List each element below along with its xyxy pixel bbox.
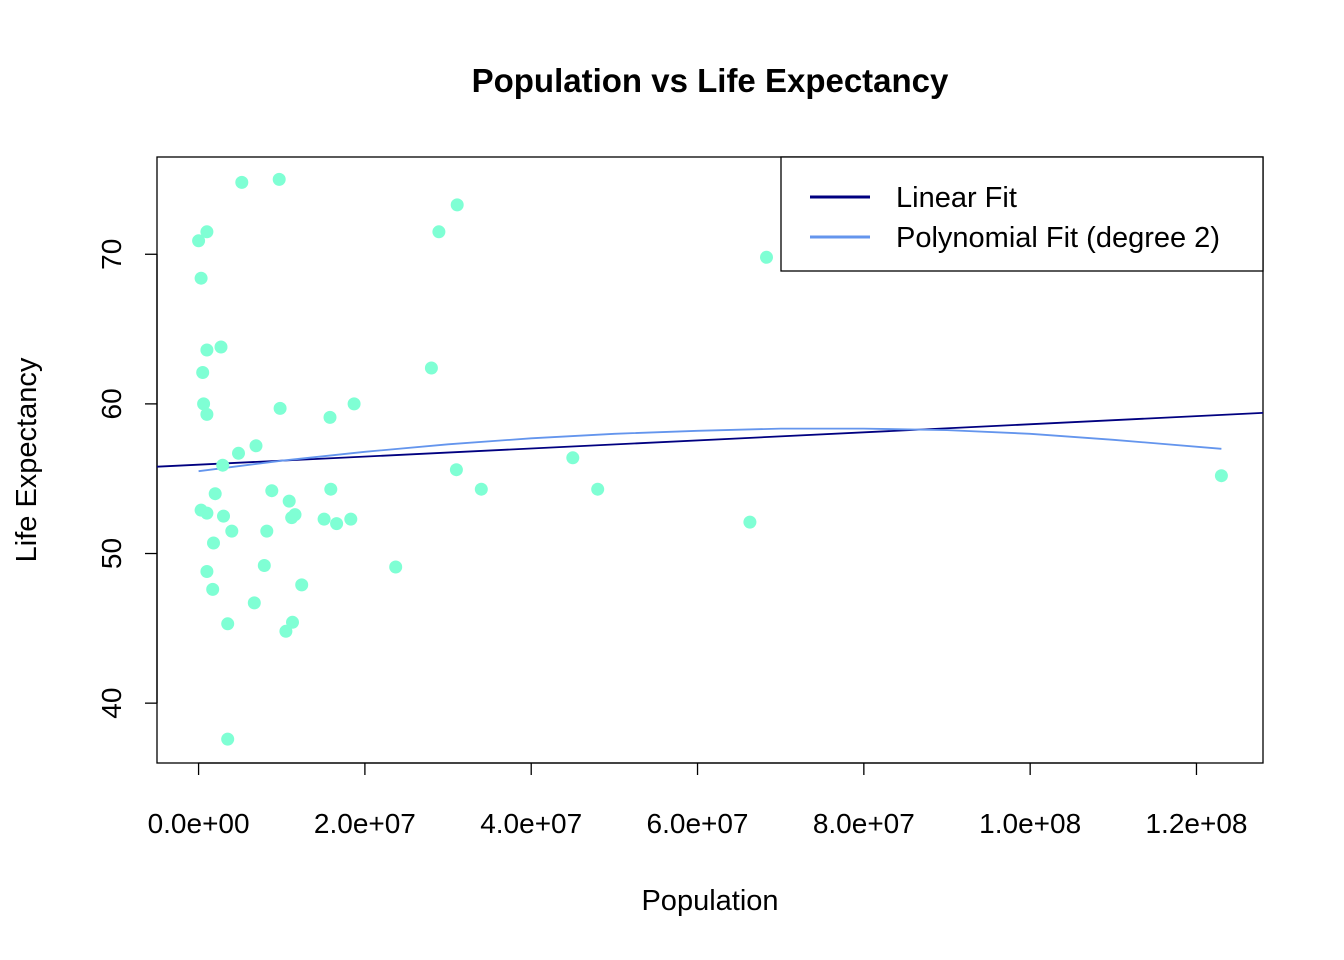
legend-label-linear-fit: Linear Fit	[896, 182, 1017, 214]
data-point	[196, 366, 210, 379]
data-point	[344, 512, 358, 526]
data-point	[249, 439, 263, 453]
data-point	[200, 225, 214, 239]
x-axis: 0.0e+00 2.0e+07 4.0e+07 6.0e+07 8.0e+07 1.0e+…	[148, 762, 1247, 839]
data-point	[214, 340, 228, 354]
data-point	[217, 509, 230, 523]
data-point	[216, 458, 230, 472]
chart-title: Population vs Life Expectancy	[472, 62, 949, 99]
y-tick-label: 60	[96, 388, 127, 419]
y-tick-label: 40	[96, 688, 127, 719]
data-point	[208, 487, 222, 501]
data-point	[200, 343, 214, 357]
data-points	[192, 172, 1228, 746]
data-point	[225, 524, 239, 538]
linear-fit-line	[157, 412, 1263, 468]
polynomial-fit-line	[198, 427, 1222, 473]
data-point	[330, 517, 344, 531]
data-point	[265, 484, 279, 498]
legend-box	[780, 156, 1264, 272]
y-tick-label: 50	[96, 538, 127, 569]
data-point	[200, 407, 214, 421]
x-tick-label: 2.0e+07	[314, 808, 416, 839]
data-point	[247, 596, 261, 610]
data-point	[389, 560, 403, 574]
data-point	[192, 234, 206, 248]
data-point	[1214, 469, 1228, 483]
y-tick-label: 70	[96, 239, 127, 270]
data-point	[295, 578, 309, 592]
data-point	[432, 225, 446, 239]
data-point	[347, 397, 361, 411]
data-point	[279, 624, 293, 638]
legend: Linear Fit Polynomial Fit (degree 2)	[780, 156, 1264, 272]
data-point	[450, 198, 464, 212]
x-tick-label: 0.0e+00	[148, 808, 250, 839]
data-point	[197, 397, 211, 411]
data-point	[206, 582, 220, 596]
y-axis-label: Life Expectancy	[11, 357, 43, 562]
y-axis: 40 50 60 70	[96, 239, 158, 719]
x-axis-label: Population	[641, 885, 778, 917]
data-point	[286, 615, 299, 629]
data-point	[743, 515, 757, 529]
data-point	[273, 401, 287, 415]
x-tick-label: 4.0e+07	[480, 808, 582, 839]
data-point	[260, 524, 274, 538]
data-point	[317, 512, 331, 526]
x-tick-label: 6.0e+07	[647, 808, 749, 839]
data-point	[272, 172, 286, 186]
fit-lines	[157, 412, 1263, 473]
data-point	[194, 271, 208, 285]
data-point	[323, 410, 337, 424]
x-tick-label: 8.0e+07	[813, 808, 915, 839]
data-point	[591, 482, 605, 496]
x-tick-label: 1.2e+08	[1145, 808, 1247, 839]
data-point	[207, 536, 220, 550]
data-point	[257, 559, 271, 572]
data-point	[288, 508, 302, 522]
data-point	[324, 482, 338, 496]
data-point	[566, 451, 580, 465]
data-point	[449, 463, 463, 477]
legend-label-polynomial-fit: Polynomial Fit (degree 2)	[896, 222, 1220, 254]
data-point	[760, 250, 773, 264]
data-point	[235, 175, 249, 189]
data-point	[232, 446, 245, 460]
data-point	[424, 361, 438, 375]
data-point	[474, 482, 488, 496]
data-point	[200, 565, 214, 578]
data-point	[221, 617, 235, 631]
data-point	[221, 732, 235, 746]
x-tick-label: 1.0e+08	[979, 808, 1081, 839]
data-point	[200, 506, 214, 520]
data-point	[282, 494, 296, 508]
